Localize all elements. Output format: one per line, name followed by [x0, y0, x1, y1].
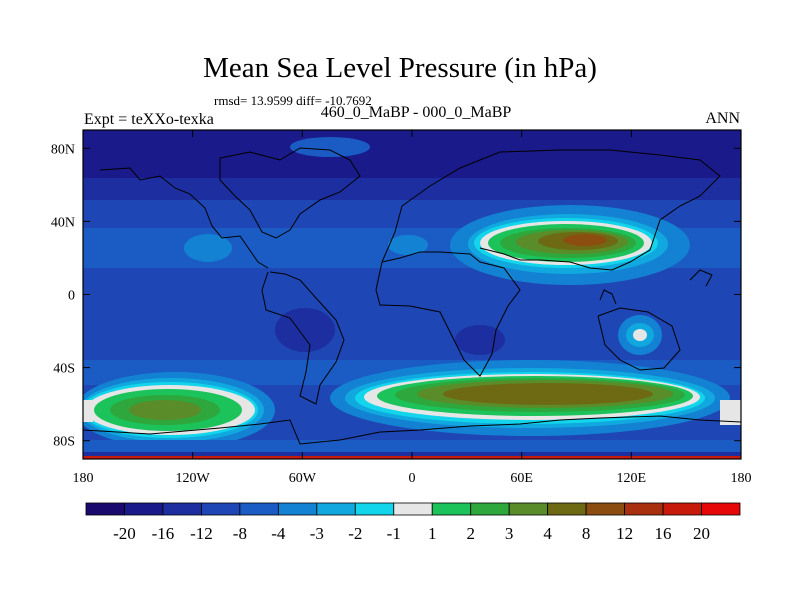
colorbar-swatch: [585, 502, 625, 516]
colorbar-label: 4: [543, 524, 552, 543]
colorbar-swatch: [85, 502, 125, 516]
colorbar-label: 8: [582, 524, 591, 543]
chart-title: Mean Sea Level Pressure (in hPa): [203, 52, 597, 84]
y-tick-label: 80N: [51, 142, 75, 157]
y-tick-label: 0: [68, 289, 75, 304]
colorbar-swatch: [701, 502, 741, 516]
colorbar-label: 2: [466, 524, 475, 543]
colorbar-swatch: [393, 502, 433, 516]
colorbar-swatch: [162, 502, 202, 516]
colorbar-swatch: [316, 502, 356, 516]
europe-patch: [388, 235, 428, 255]
season-label: ANN: [705, 110, 740, 127]
colorbar-label: -4: [271, 524, 286, 543]
north-low-core: [83, 130, 741, 178]
colorbar-swatch: [624, 502, 664, 516]
chart-subtitle: 460_0_MaBP - 000_0_MaBP: [320, 104, 512, 121]
africa-low: [455, 325, 505, 355]
colorbar-label: 1: [428, 524, 437, 543]
y-axis: 80N 40N 0 40S 80S: [51, 142, 741, 450]
colorbar-label: 20: [693, 524, 710, 543]
experiment-label: Expt = teXXo-texka: [84, 111, 214, 128]
colorbar-swatch: [239, 502, 279, 516]
south-america-low: [275, 308, 335, 352]
colorbar-swatch: [470, 502, 510, 516]
north-atlantic-patch: [290, 137, 370, 157]
y-tick-label: 40N: [51, 215, 75, 230]
x-tick-label: 120E: [617, 471, 647, 486]
colorbar-label: -8: [233, 524, 247, 543]
colorbar-label: -3: [310, 524, 324, 543]
colorbar-swatch: [547, 502, 587, 516]
x-tick-label: 60W: [289, 471, 317, 486]
x-tick-label: 60E: [510, 471, 533, 486]
stats-text: rmsd= 13.9599 diff= -10.7692: [214, 93, 372, 108]
colorbar-label: 3: [505, 524, 514, 543]
colorbar-swatch: [354, 502, 395, 516]
colorbar-label: 12: [616, 524, 633, 543]
coastlines: [83, 147, 741, 445]
y-tick-label: 80S: [53, 435, 75, 450]
colorbar-swatch: [277, 502, 318, 516]
colorbar: -20 -16 -12 -8 -4 -3 -2 -1 1 2 3 4 8 12 16 20: [85, 502, 741, 543]
x-axis: 180 120W 60W 0 60E 120E 180: [73, 130, 752, 486]
x-tick-label: 180: [731, 471, 752, 486]
map-field: [83, 130, 741, 459]
colorbar-label: -2: [348, 524, 362, 543]
america-patch: [184, 234, 232, 262]
colorbar-label: -12: [190, 524, 213, 543]
colorbar-label: -20: [113, 524, 136, 543]
colorbar-swatch: [201, 502, 241, 516]
x-tick-label: 180: [73, 471, 94, 486]
x-tick-label: 0: [409, 471, 416, 486]
colorbar-label: -1: [387, 524, 401, 543]
colorbar-swatch: [124, 502, 164, 516]
colorbar-label: 16: [655, 524, 672, 543]
colorbar-label: -16: [152, 524, 175, 543]
colorbar-swatch: [508, 502, 549, 516]
y-tick-label: 40S: [53, 362, 75, 377]
colorbar-swatch: [662, 502, 702, 516]
x-tick-label: 120W: [176, 471, 211, 486]
colorbar-swatch: [431, 502, 472, 516]
